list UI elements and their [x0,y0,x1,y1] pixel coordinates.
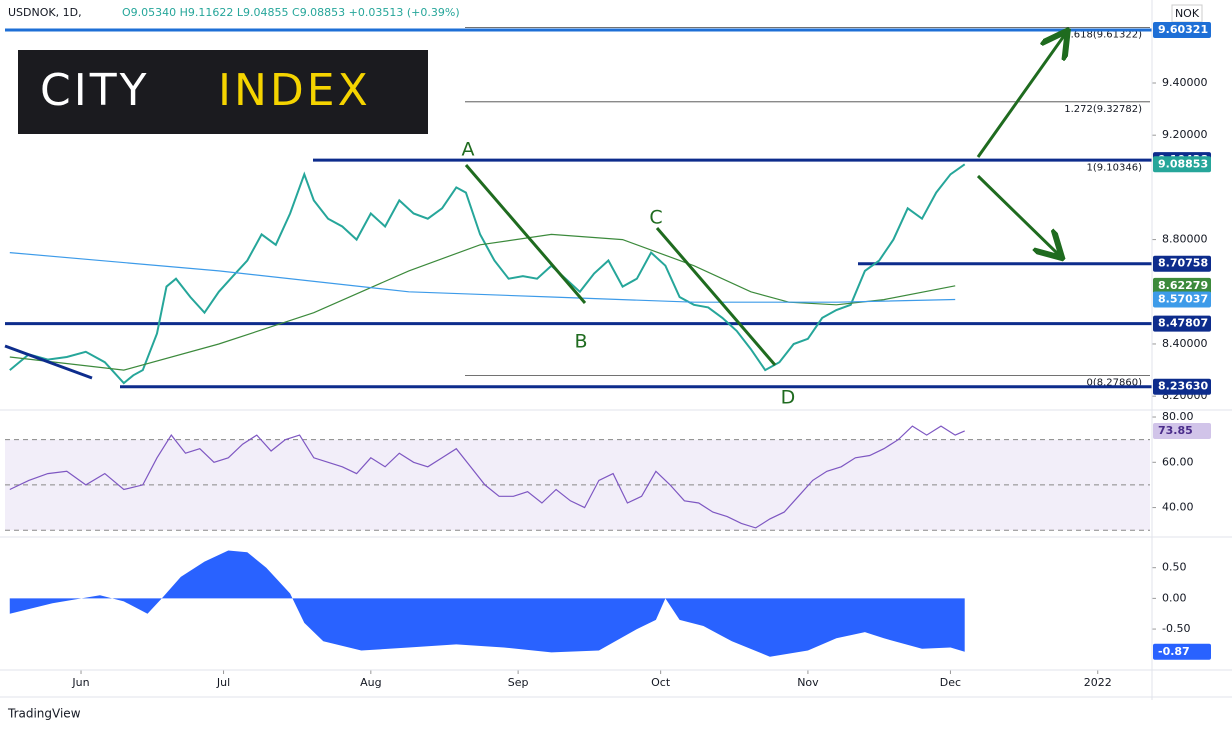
y-tick-label: 8.80000 [1162,233,1208,246]
last-value-tag: 9.08853 [1158,157,1208,170]
y-tick-label: 0.00 [1162,591,1187,604]
x-tick-label: Jul [216,676,230,689]
wave-label: D [781,387,796,409]
wave-label: B [574,331,587,353]
series-line [9,425,965,529]
level-tag-bg [1153,255,1211,272]
fib-label: 1.618(9.61322) [1064,29,1142,40]
level-tag-bg [1153,21,1211,38]
wave-label: A [462,139,475,161]
wave-label: C [649,207,662,229]
footer: TradingView [7,707,81,721]
last-value-tag: 8.57037 [1158,293,1208,306]
level-tag: 8.47807 [1158,317,1208,330]
arrow-up [976,33,1066,158]
last-value-tag: 8.62279 [1158,279,1208,292]
arrow-down [976,174,1060,256]
wave-line [655,227,777,366]
fib-label: 0(8.27860) [1086,378,1142,389]
series-line [9,163,966,385]
level-tag: 9.60321 [1158,23,1208,36]
y-tick-label: 40.00 [1162,501,1194,514]
last-value-tag: 73.85 [1158,424,1193,437]
level-tag: 8.23630 [1158,380,1208,393]
logo-text: INDEX [218,65,371,116]
y-tick-label: 60.00 [1162,455,1194,468]
last-value-tag-bg [1153,422,1211,439]
logo-box [18,50,428,134]
y-tick-label: 9.40000 [1162,76,1208,89]
level-tag: 8.70758 [1158,257,1208,270]
y-tick-label: 8.40000 [1162,337,1208,350]
y-tick-label: 80.00 [1162,410,1194,423]
series-line [9,252,956,303]
last-value-tag-bg [1153,643,1211,660]
oscillator-area [9,550,965,657]
fib-label: 1.272(9.32782) [1064,104,1142,115]
x-tick-label: Sep [508,676,529,689]
plot: 1.618(9.61322) 1.272(9.32782) 1(9.10346) 0(… [5,26,1156,689]
level-tag-bg [1153,378,1211,395]
x-tick-label: Dec [940,676,961,689]
ohlc: O9.05340 H9.11622 L9.04855 C9.08853 +0.0… [122,6,460,19]
currency: NOK [1175,7,1200,20]
last-value-tag-bg [1153,277,1211,294]
series-line [9,233,956,371]
x-tick-label: Nov [797,676,819,689]
last-value-tag: -0.87 [1158,645,1190,658]
wave-line [464,164,587,304]
trend-line [4,344,93,380]
y-tick-label: 0.50 [1162,561,1187,574]
y-tick-label: 9.20000 [1162,128,1208,141]
x-tick-label: Aug [360,676,381,689]
x-tick-label: Oct [651,676,671,689]
last-value-tag-bg [1153,156,1211,173]
x-tick-label: Jun [71,676,89,689]
level-tag-bg [1153,315,1211,332]
last-value-tag-bg [1153,291,1211,308]
logo-text: CITY [40,65,149,116]
countdown: 01:12:07 [1160,173,1209,186]
symbol: USDNOK, 1D, [8,6,82,19]
y-tick-label: -0.50 [1162,622,1190,635]
fib-label: 1(9.10346) [1086,162,1142,173]
x-tick-label: 2022 [1084,676,1112,689]
